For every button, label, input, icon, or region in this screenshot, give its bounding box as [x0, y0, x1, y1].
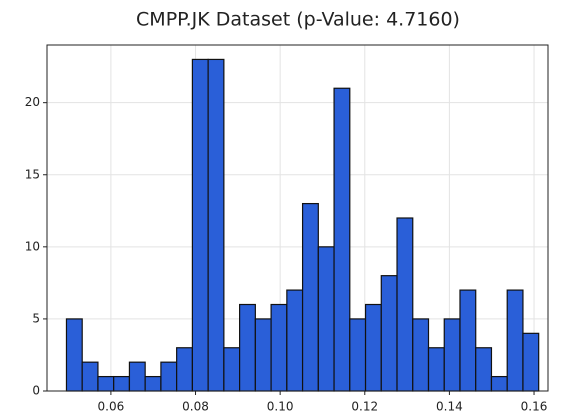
bar — [475, 347, 493, 392]
bar — [113, 375, 131, 392]
y-tick-label: 5 — [32, 311, 40, 325]
bar — [349, 318, 367, 392]
bar — [65, 318, 83, 392]
bar — [490, 375, 508, 392]
bar — [239, 303, 256, 392]
y-tick-label: 0 — [32, 384, 40, 398]
x-tick-label: 0.10 — [267, 400, 294, 414]
bar — [427, 347, 445, 392]
bar — [191, 58, 209, 392]
bar — [286, 289, 304, 392]
x-tick-label: 0.12 — [351, 400, 378, 414]
y-tick-label: 15 — [25, 167, 40, 181]
bar — [443, 318, 461, 392]
chart-title: CMPP.JK Dataset (p-Value: 4.7160) — [136, 9, 460, 31]
bar — [522, 332, 540, 392]
bar — [506, 289, 524, 392]
bar — [396, 217, 414, 392]
y-tick-label: 10 — [25, 239, 40, 253]
bar — [176, 347, 193, 392]
x-tick-label: 0.06 — [98, 400, 125, 414]
bar — [333, 87, 351, 392]
bar — [144, 375, 162, 392]
bar — [81, 361, 99, 392]
x-tick-label: 0.14 — [436, 400, 463, 414]
x-tick-label: 0.16 — [521, 400, 548, 414]
bar — [128, 361, 146, 392]
y-tick-label: 20 — [25, 95, 40, 109]
x-tick-label: 0.08 — [182, 400, 209, 414]
bar — [270, 303, 288, 392]
bar — [254, 318, 272, 392]
bar — [459, 289, 477, 392]
bar — [207, 58, 225, 392]
plot-frame — [46, 44, 549, 392]
bar — [223, 347, 241, 392]
bar — [97, 375, 115, 392]
bar — [412, 318, 430, 392]
bar — [160, 361, 178, 392]
bar — [317, 246, 335, 392]
bar — [364, 303, 382, 392]
bar — [380, 275, 398, 392]
bar — [301, 202, 319, 392]
